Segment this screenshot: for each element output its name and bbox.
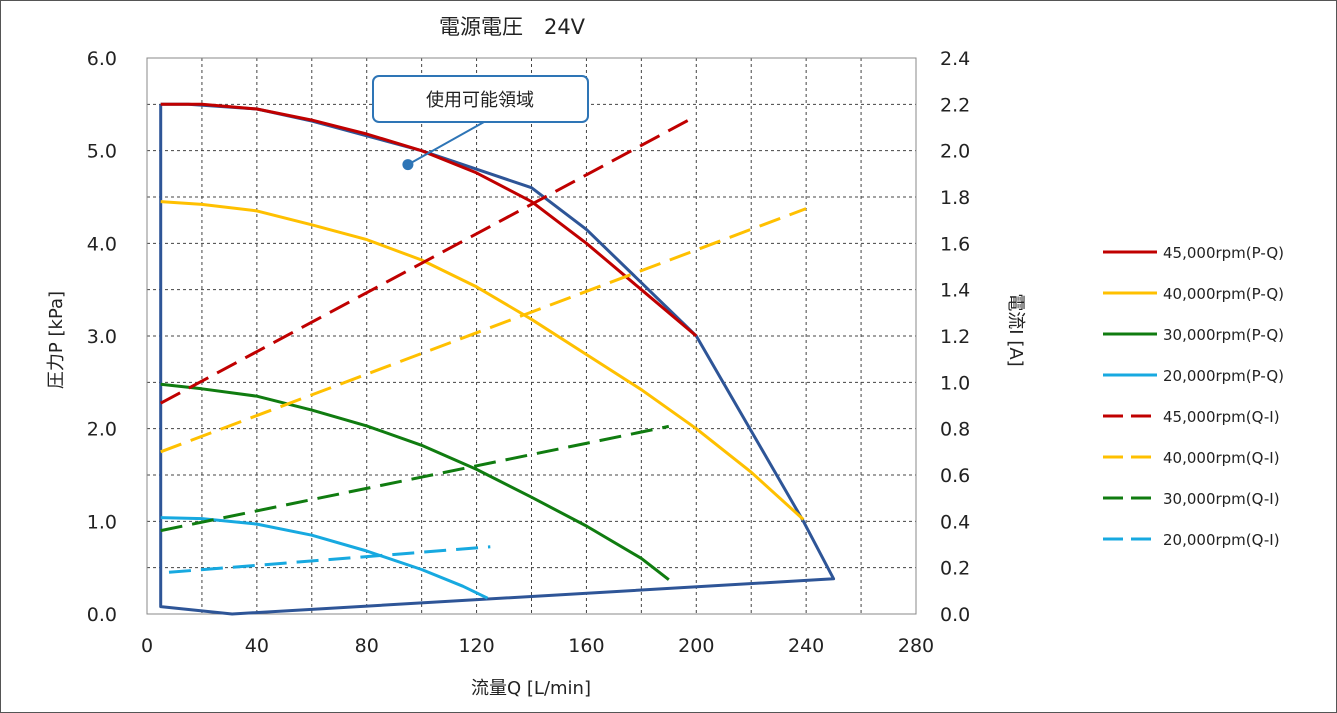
series-line-1 [160,102,698,338]
y-tick-label: 1.0 [87,511,117,533]
y2-axis-ticks: 0.0 0.2 0.4 0.6 0.8 1.0 1.2 1.4 1.6 1.8 2.0 2.2 2.4 [940,48,970,626]
y2-tick-label: 0.2 [940,558,970,580]
y2-tick-label: 0.4 [940,511,970,533]
legend-label: 45,000rpm(P-Q) [1163,244,1284,262]
y2-tick-label: 2.2 [940,94,970,116]
series-line-4 [160,516,489,600]
series-group [159,102,807,600]
x-tick-label: 160 [568,635,604,657]
usable-region [159,102,836,616]
series-line-2 [160,200,805,521]
usable-region-boundary [159,102,836,616]
callout-label: 使用可能領域 [426,90,534,111]
legend-label: 40,000rpm(P-Q) [1163,285,1284,303]
x-axis-ticks: 0 40 80 120 160 200 240 280 [141,635,934,657]
legend-label: 20,000rpm(Q-I) [1163,531,1280,549]
plot-area [146,57,917,615]
y2-tick-label: 1.2 [940,326,970,348]
callout-marker [402,159,414,171]
y-tick-label: 5.0 [87,141,117,163]
legend-label: 30,000rpm(Q-I) [1163,490,1280,508]
y2-tick-label: 0.6 [940,465,970,487]
y-tick-label: 3.0 [87,326,117,348]
y-tick-label: 6.0 [87,48,117,70]
series-line-5 [159,114,698,405]
x-tick-label: 240 [788,635,824,657]
y-tick-label: 2.0 [87,419,117,441]
y2-tick-label: 2.4 [940,48,970,70]
y2-tick-label: 0.8 [940,419,970,441]
series-line-6 [160,207,807,454]
y2-tick-label: 1.6 [940,233,970,255]
series-line-8 [168,545,491,574]
y-axis-ticks: 0.0 1.0 2.0 3.0 4.0 5.0 6.0 [87,48,117,626]
x-axis-title: 流量Q [L/min] [471,678,591,699]
y2-tick-label: 1.0 [940,372,970,394]
grid [146,57,917,615]
y2-axis-title: 電流I [A] [1005,293,1026,366]
legend-label: 20,000rpm(P-Q) [1163,367,1284,385]
legend-label: 30,000rpm(P-Q) [1163,326,1284,344]
callout: 使用可能領域 [372,75,589,171]
legend-label: 45,000rpm(Q-I) [1163,408,1280,426]
x-tick-label: 120 [458,635,494,657]
legend: 45,000rpm(P-Q) 40,000rpm(P-Q) 30,000rpm(P-… [1103,244,1284,549]
callout-box [372,75,589,123]
y-tick-label: 0.0 [87,604,117,626]
y2-tick-label: 1.8 [940,187,970,209]
x-tick-label: 40 [245,635,269,657]
x-tick-label: 0 [141,635,153,657]
x-tick-label: 280 [898,635,934,657]
series-line-7 [160,424,670,533]
y2-tick-label: 2.0 [940,141,970,163]
callout-leader-line [407,121,485,166]
y-axis-title: 圧力P [kPa] [46,291,67,389]
y2-tick-label: 1.4 [940,280,970,302]
x-tick-label: 200 [678,635,714,657]
series-line-3 [160,382,670,581]
y-tick-label: 4.0 [87,233,117,255]
legend-label: 40,000rpm(Q-I) [1163,449,1280,467]
chart-title: 電源電圧 24V [439,15,586,39]
x-tick-label: 80 [355,635,379,657]
y2-tick-label: 0.0 [940,604,970,626]
